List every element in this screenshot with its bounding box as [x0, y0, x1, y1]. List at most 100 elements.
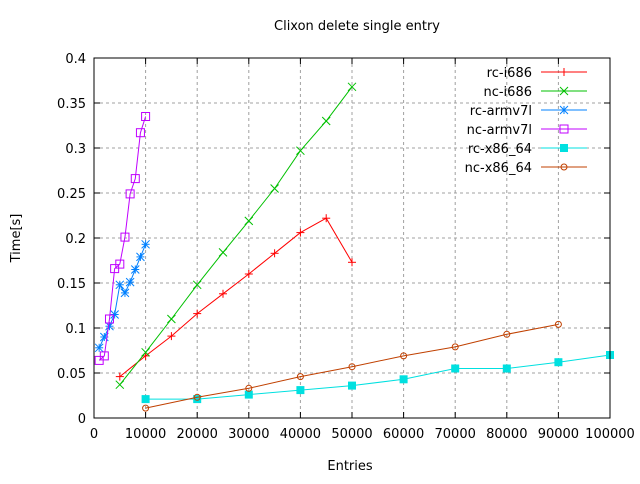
- data-point: [559, 124, 569, 134]
- data-point: [321, 116, 331, 126]
- legend-entry: nc-i686: [483, 85, 587, 100]
- x-tick-label: 10000: [125, 427, 166, 442]
- legend-entry: rc-x86_64: [468, 142, 587, 157]
- data-point: [105, 321, 114, 331]
- legend-label: rc-x86_64: [468, 142, 532, 157]
- data-point: [347, 82, 357, 92]
- y-tick-label: 0.05: [57, 367, 86, 382]
- data-point: [115, 280, 125, 290]
- data-point: [125, 277, 135, 287]
- data-point: [104, 314, 114, 324]
- data-point: [296, 373, 304, 381]
- y-tick-label: 0.15: [57, 277, 86, 292]
- data-point: [125, 189, 135, 199]
- data-point: [451, 343, 459, 351]
- data-point: [130, 174, 140, 184]
- data-point: [130, 265, 140, 274]
- x-tick-label: 0: [90, 427, 98, 442]
- y-tick-label: 0: [78, 412, 86, 427]
- data-point: [244, 390, 253, 399]
- data-point: [167, 314, 176, 324]
- series-line: [98, 244, 147, 349]
- data-point: [120, 232, 130, 242]
- y-tick-label: 0.35: [57, 97, 86, 112]
- x-tick-label: 80000: [486, 427, 527, 442]
- plot-frame: [93, 57, 611, 419]
- series-nc-x86_64: [142, 320, 562, 412]
- series-line: [145, 354, 611, 400]
- series-rc-i686: [115, 214, 356, 381]
- data-point: [296, 146, 305, 156]
- series-nc-armv7l: [94, 112, 151, 365]
- data-point: [218, 248, 228, 257]
- data-point: [115, 380, 125, 390]
- y-tick-label: 0.2: [65, 232, 86, 247]
- x-tick-label: 60000: [383, 427, 424, 442]
- y-tick-label: 0.4: [65, 52, 86, 67]
- series-line: [119, 86, 353, 386]
- legend-label: nc-armv7l: [467, 123, 532, 138]
- y-tick-label: 0.3: [65, 142, 86, 157]
- data-point: [141, 239, 150, 249]
- data-point: [560, 144, 568, 152]
- x-axis-label: Entries: [327, 459, 373, 474]
- data-point: [120, 288, 130, 298]
- x-tick-label: 90000: [538, 427, 579, 442]
- legend-entry: rc-armv7l: [470, 104, 587, 119]
- data-point: [559, 105, 569, 115]
- x-tick-label: 50000: [331, 427, 372, 442]
- data-point: [503, 330, 511, 338]
- legend-entry: nc-armv7l: [467, 123, 587, 138]
- legend-label: nc-i686: [483, 85, 532, 100]
- series-rc-x86_64: [141, 351, 614, 404]
- x-tick-label: 20000: [177, 427, 218, 442]
- legend-label: nc-x86_64: [465, 161, 532, 176]
- legend-label: rc-i686: [487, 66, 532, 81]
- series-line: [119, 217, 353, 377]
- data-point: [400, 352, 408, 360]
- data-point: [502, 364, 511, 373]
- data-point: [141, 112, 151, 121]
- data-point: [554, 320, 562, 328]
- y-tick-label: 0.1: [65, 322, 86, 337]
- data-point: [110, 310, 119, 319]
- series-rc-armv7l: [94, 239, 150, 353]
- legend-entry: rc-i686: [487, 66, 587, 81]
- data-point: [348, 363, 356, 371]
- data-point: [451, 364, 460, 373]
- data-point: [193, 395, 202, 404]
- series-line: [145, 323, 559, 409]
- x-tick-label: 100000: [585, 427, 635, 442]
- data-point: [193, 393, 201, 401]
- data-point: [192, 280, 202, 290]
- data-point: [560, 163, 568, 171]
- data-point: [135, 128, 145, 138]
- data-point: [554, 358, 563, 367]
- chart-title: Clixon delete single entry: [274, 19, 440, 34]
- legend: rc-i686 nc-i686 rc-armv7l nc-armv7l rc-x86_6…: [465, 66, 587, 176]
- data-point: [99, 351, 109, 361]
- x-tick-label: 40000: [280, 427, 321, 442]
- data-point: [244, 216, 254, 226]
- data-point: [348, 381, 356, 390]
- ticks: 0 10000 20000 30000 40000 50000 60000 70000 8000…: [57, 52, 635, 442]
- data-point: [399, 375, 408, 384]
- data-point: [245, 384, 253, 392]
- x-tick-label: 30000: [228, 427, 269, 442]
- x-tick-label: 70000: [435, 427, 476, 442]
- data-point: [136, 252, 145, 262]
- series-group: [94, 82, 614, 412]
- data-point: [94, 343, 104, 353]
- data-point: [142, 404, 150, 412]
- data-point: [270, 184, 279, 193]
- series-line: [98, 116, 147, 361]
- y-axis-label: Time[s]: [9, 214, 24, 264]
- series-nc-i686: [115, 82, 357, 390]
- data-point: [141, 347, 150, 357]
- legend-entry: nc-x86_64: [465, 161, 587, 176]
- data-point: [115, 259, 125, 269]
- data-point: [559, 86, 569, 96]
- data-point: [296, 386, 305, 395]
- data-point: [141, 395, 150, 404]
